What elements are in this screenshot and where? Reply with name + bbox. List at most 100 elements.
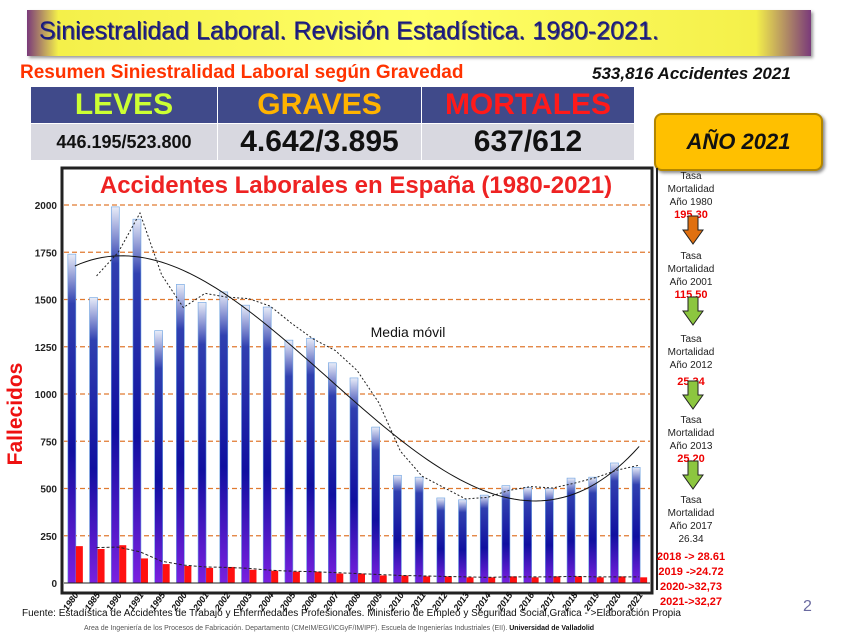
bar-total	[588, 476, 598, 584]
rate-2018: 2018 -> 28.61	[656, 551, 726, 563]
y-tick-label: 1000	[35, 390, 58, 401]
y-axis-label: Fallecidos	[4, 363, 27, 466]
bar-series2	[466, 577, 474, 583]
arrow-down-icon	[682, 215, 704, 245]
rate-year: Año 2012	[669, 360, 713, 371]
bar-total	[176, 284, 185, 584]
bar-total	[631, 467, 641, 584]
bar-series2	[575, 576, 583, 583]
rate-value: 195,30	[674, 209, 708, 221]
bar-series2	[488, 577, 496, 583]
bar-total	[610, 462, 619, 584]
y-tick-label: 1250	[35, 343, 58, 354]
bar-total	[371, 426, 381, 584]
rate-year: Año 1980	[669, 197, 713, 208]
rate-1980: Tasa Mortalidad Año 1980 195,30	[656, 170, 726, 222]
page-number: 2	[803, 598, 812, 615]
moving-average-line-series2	[96, 546, 640, 578]
bar-series2	[401, 575, 409, 583]
rate-label: Tasa Mortalidad	[667, 415, 715, 439]
bar-total	[154, 330, 163, 584]
bar-total	[436, 497, 446, 584]
rate-2013: Tasa Mortalidad Año 2013 25,20	[656, 414, 726, 466]
bar-total	[219, 291, 229, 584]
y-tick-label: 2000	[35, 201, 58, 212]
bar-series2	[423, 576, 431, 583]
rates-panel-border	[656, 168, 723, 590]
rate-year: Año 2001	[669, 277, 713, 288]
university-name: Universidad de Valladolid	[509, 625, 595, 632]
fatalities-chart: Accidentes Laborales en España (1980-202…	[4, 166, 654, 613]
bar-series2	[97, 548, 105, 583]
bar-series2	[119, 545, 127, 583]
year-badge: AÑO 2021	[654, 113, 823, 171]
chart-title: Accidentes Laborales en España (1980-202…	[100, 172, 612, 199]
bar-series2	[553, 576, 561, 583]
bar-series2	[271, 570, 279, 583]
bar-series2	[531, 577, 539, 583]
header-leves: LEVES	[30, 86, 218, 124]
bar-series2	[75, 546, 83, 583]
source-note: Fuente: Estadística de Accidentes de Tra…	[22, 608, 681, 619]
page-title: Siniestralidad Laboral. Revisión Estadís…	[39, 17, 659, 45]
rate-label: Tasa Mortalidad	[667, 251, 715, 275]
rate-2001: Tasa Mortalidad Año 2001 115,50	[656, 250, 726, 302]
bar-total	[306, 337, 315, 584]
bar-total	[458, 499, 467, 584]
bar-series2	[618, 576, 626, 583]
bar-series2	[640, 577, 648, 583]
y-tick-label: 750	[40, 437, 57, 448]
rate-2021: 2021->32,27	[659, 596, 723, 608]
bar-series2	[292, 571, 300, 583]
bar-total	[110, 206, 120, 584]
bar-series2	[336, 573, 344, 583]
bar-total	[479, 494, 489, 584]
polynomial-trend-line	[74, 255, 640, 502]
rate-year: Año 2013	[669, 441, 713, 452]
bar-series2	[249, 569, 257, 583]
rate-2019: 2019 ->24.72	[658, 566, 724, 578]
bar-series2	[162, 564, 170, 583]
bar-series2	[184, 565, 192, 583]
bar-total	[349, 377, 359, 584]
bar-series2	[596, 577, 604, 583]
arrow-down-icon	[682, 296, 704, 326]
rate-2020: 2020->32,73	[659, 581, 723, 593]
credit-text: Area de Ingeniería de los Procesos de Fa…	[84, 625, 510, 632]
severity-summary-table: LEVES GRAVES MORTALES 446.195/523.800 4.…	[30, 86, 635, 161]
bar-total	[197, 302, 207, 584]
rate-label: Tasa Mortalidad	[667, 495, 715, 519]
moving-average-line	[96, 211, 640, 500]
bar-total	[393, 474, 402, 584]
rate-label: Tasa Mortalidad	[667, 334, 715, 358]
y-tick-label: 250	[40, 532, 57, 543]
bar-series2	[206, 567, 214, 583]
value-mortales: 637/612	[421, 123, 635, 161]
bar-series2	[444, 576, 452, 583]
bar-total	[89, 297, 98, 584]
y-tick-label: 0	[51, 579, 57, 590]
bar-total	[414, 476, 424, 584]
bar-series2	[227, 566, 235, 583]
bar-total	[545, 488, 554, 584]
rate-value: 115,50	[674, 289, 708, 301]
title-banner: Siniestralidad Laboral. Revisión Estadís…	[27, 10, 811, 56]
bar-series2	[379, 575, 387, 583]
bar-series2	[314, 571, 322, 583]
bar-series2	[140, 558, 148, 583]
arrow-down-icon	[682, 380, 704, 410]
bar-total	[501, 485, 511, 584]
accidents-count: 533,816 Accidentes 2021	[592, 64, 791, 83]
bar-total	[327, 362, 337, 584]
rate-year: Año 2017 26.34	[669, 521, 713, 545]
y-tick-label: 1750	[35, 248, 58, 259]
value-graves: 4.642/3.895	[217, 123, 422, 161]
credit-note: Area de Ingeniería de los Procesos de Fa…	[84, 624, 594, 633]
rate-2017: Tasa Mortalidad Año 2017 26.34 2018 -> 28…	[656, 494, 726, 610]
bar-series2	[509, 576, 517, 583]
rate-label: Tasa Mortalidad	[667, 171, 715, 195]
bar-series2	[358, 573, 365, 583]
header-graves: GRAVES	[217, 86, 422, 124]
bar-total	[284, 339, 294, 584]
moving-average-annotation: Media móvil	[371, 324, 446, 340]
